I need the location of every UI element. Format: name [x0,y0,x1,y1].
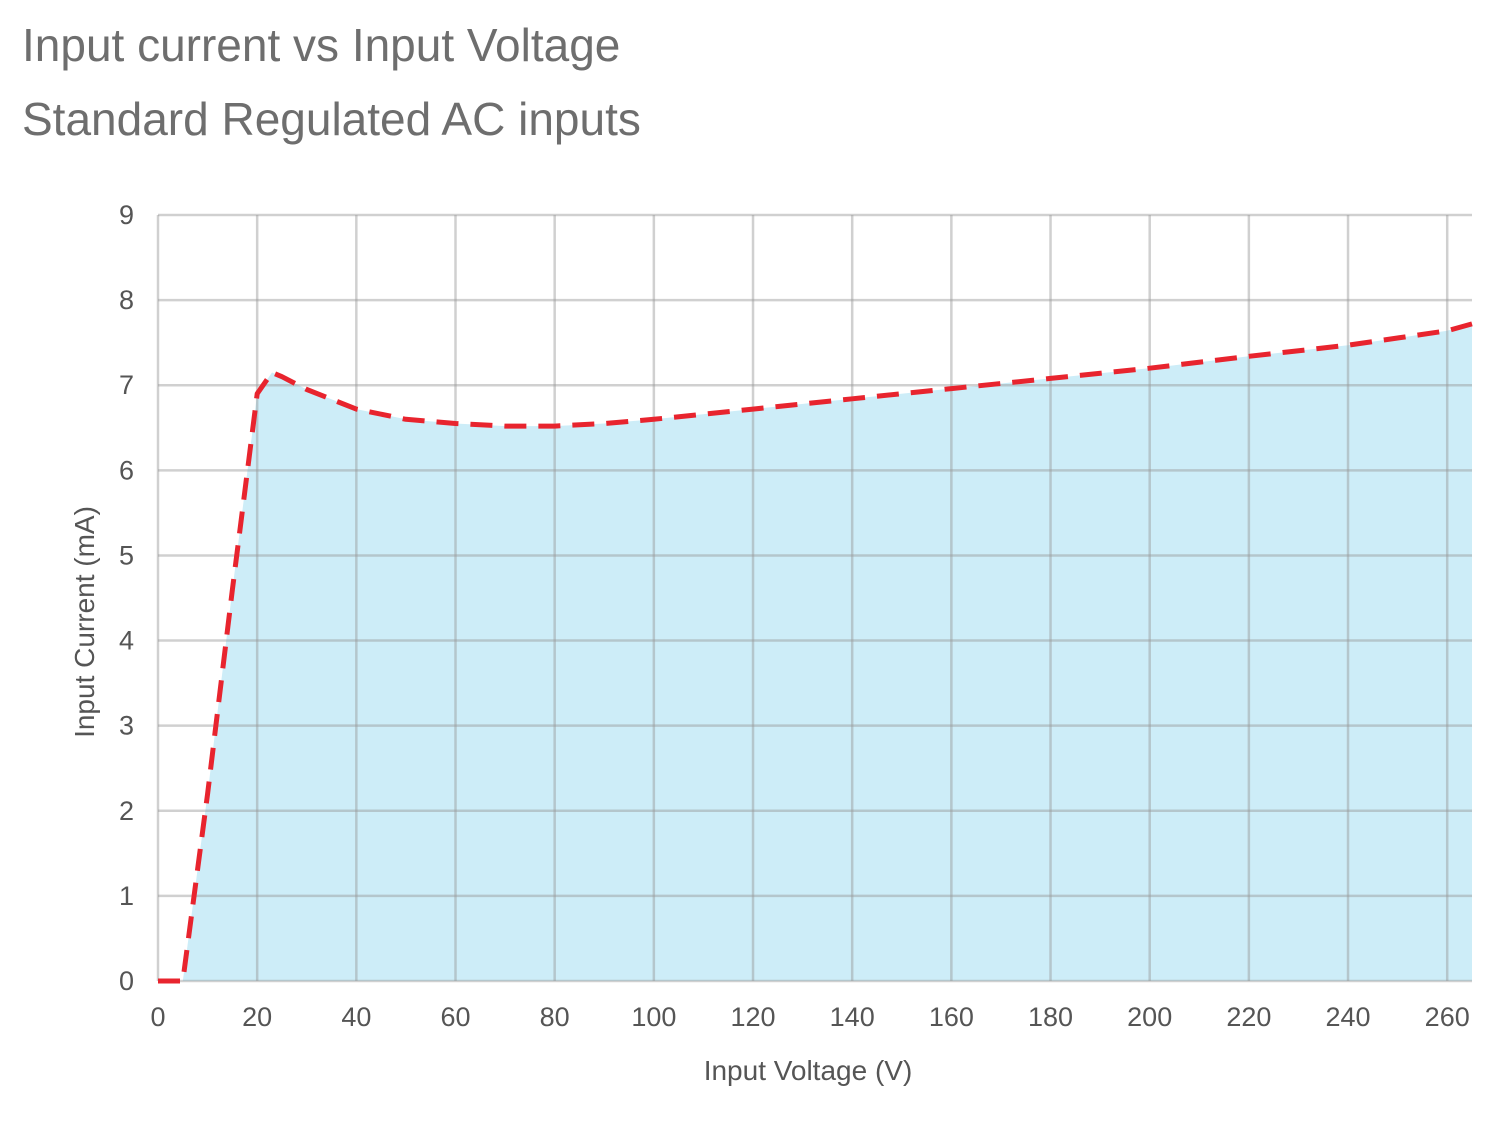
y-tick-label-7: 7 [119,370,134,400]
y-tick-label-2: 2 [119,796,134,826]
y-tick-label-3: 3 [119,711,134,741]
grid-layer [156,213,1472,983]
y-tick-label-0: 0 [119,966,134,996]
y-tick-label-5: 5 [119,540,134,570]
y-tick-label-9: 9 [119,200,134,230]
x-tick-label-200: 200 [1127,1002,1172,1032]
x-tick-label-220: 220 [1226,1002,1271,1032]
x-tick-label-260: 260 [1425,1002,1470,1032]
area-layer [158,215,1472,981]
x-tick-label-20: 20 [242,1002,272,1032]
x-tick-label-120: 120 [730,1002,775,1032]
series-area-0 [158,323,1472,981]
y-axis-title: Input Current (mA) [69,506,100,738]
tick-layer: 0 20 40 60 80 100 120 140 160 180 200 220 240 260 0 1 2 3… [119,200,1470,1032]
chart-subtitle: Standard Regulated AC inputs [22,93,641,145]
x-tick-label-180: 180 [1028,1002,1073,1032]
x-axis-title: Input Voltage (V) [704,1055,913,1086]
line-layer [158,321,1473,984]
x-tick-label-60: 60 [440,1002,470,1032]
chart-header: Input current vs Input Voltage Standard … [22,8,641,156]
x-tick-label-0: 0 [150,1002,165,1032]
series-line-0 [158,321,1473,984]
y-tick-label-1: 1 [119,881,134,911]
x-tick-label-160: 160 [929,1002,974,1032]
x-tick-label-80: 80 [540,1002,570,1032]
x-tick-label-40: 40 [341,1002,371,1032]
x-tick-label-140: 140 [830,1002,875,1032]
chart-title: Input current vs Input Voltage [22,19,621,71]
x-tick-label-240: 240 [1326,1002,1371,1032]
y-tick-label-8: 8 [119,285,134,315]
y-tick-label-4: 4 [119,626,134,656]
x-tick-label-100: 100 [631,1002,676,1032]
y-tick-label-6: 6 [119,455,134,485]
